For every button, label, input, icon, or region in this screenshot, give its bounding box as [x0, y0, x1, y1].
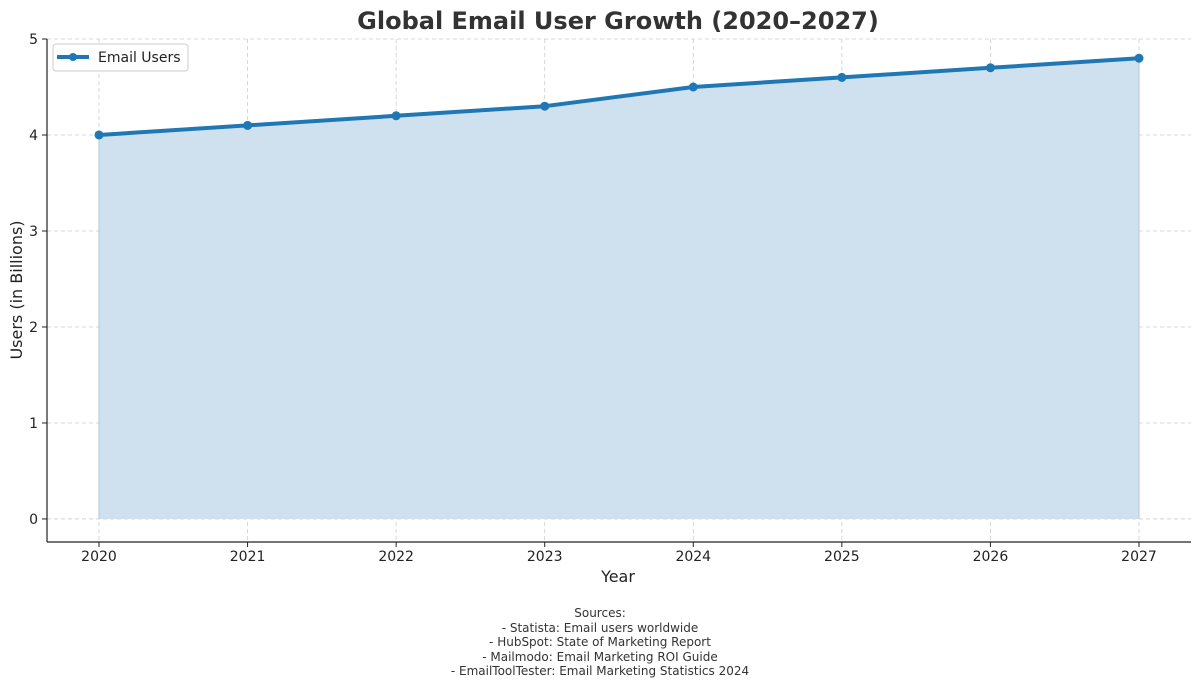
y-axis-label: Users (in Billions) [7, 220, 26, 359]
axes [46, 39, 1191, 543]
legend-box [52, 43, 189, 72]
sources-heading: Sources: [574, 606, 626, 620]
x-tick-label: 2022 [378, 549, 414, 565]
source-item-statista: - Statista: Email users worldwide [501, 620, 699, 635]
y-tick-label: 0 [29, 512, 38, 528]
source-item-mailmodo: - Mailmodo: Email Marketing ROI Guide [482, 649, 718, 664]
y-tick-label: 3 [29, 224, 38, 240]
data-point-2024 [688, 82, 698, 92]
x-tick-label: 2026 [973, 549, 1009, 565]
y-tick-label: 5 [29, 32, 38, 48]
legend-label: Email Users [98, 50, 181, 66]
x-tick-label: 2025 [824, 549, 860, 565]
y-tick-label: 4 [29, 128, 38, 144]
plot-area [94, 53, 1144, 519]
area-fill [99, 58, 1139, 519]
data-point-2021 [243, 120, 253, 130]
data-point-2022 [391, 111, 401, 121]
x-tick-label: 2027 [1121, 549, 1157, 565]
y-tick-label: 2 [29, 320, 38, 336]
sources-note: Sources: - Statista: Email users worldwi… [0, 606, 1200, 679]
source-item-emailtooltester: - EmailToolTester: Email Marketing Stati… [450, 664, 750, 679]
x-tick-label: 2023 [527, 549, 563, 565]
data-point-2027 [1134, 53, 1144, 63]
source-item-hubspot: - HubSpot: State of Marketing Report [489, 635, 711, 650]
ticks: 2020 2021 2022 2023 2024 2025 2026 2027 0 1 2 3 4 5 [29, 32, 1157, 565]
data-point-2020 [94, 130, 104, 140]
x-tick-label: 2021 [230, 549, 266, 565]
data-point-2026 [985, 63, 995, 73]
data-point-2025 [837, 72, 847, 82]
x-tick-label: 2020 [81, 549, 117, 565]
x-tick-label: 2024 [675, 549, 711, 565]
legend-marker [69, 53, 77, 61]
y-tick-label: 1 [29, 416, 38, 432]
x-axis-label: Year [600, 567, 635, 586]
series-line-email-users [97, 56, 1141, 137]
data-point-2023 [540, 101, 550, 111]
chart-title: Global Email User Growth (2020–2027) [357, 7, 879, 35]
legend: Email Users [52, 43, 189, 72]
